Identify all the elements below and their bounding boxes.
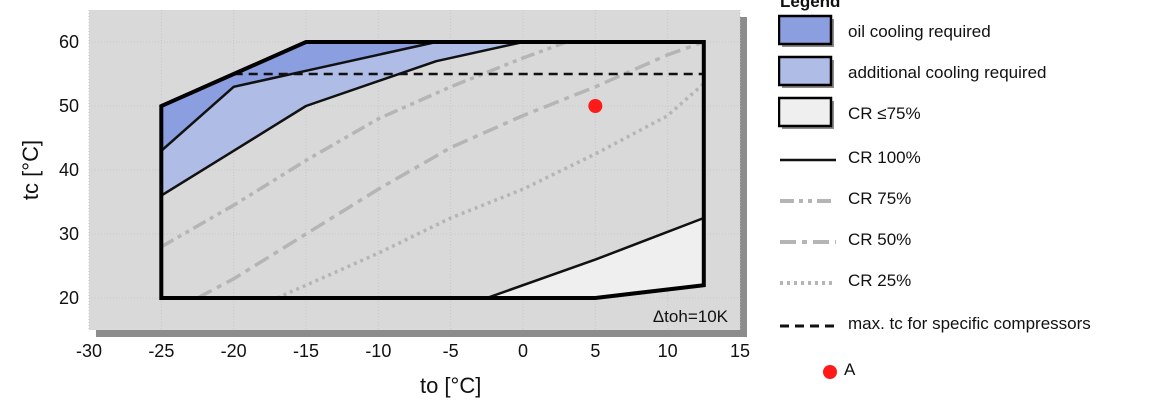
legend-item-oil-cooling-required: oil cooling required <box>774 14 1152 52</box>
legend-item-additional-cooling-required: additional cooling required <box>774 55 1152 93</box>
legend-swatch <box>780 158 836 162</box>
x-tick-label: 10 <box>658 341 678 361</box>
legend-label: CR 50% <box>848 230 912 249</box>
x-tick-label: 15 <box>730 341 750 361</box>
series-cr-75-line <box>160 40 568 249</box>
x-tick-label: -15 <box>293 341 319 361</box>
legend-swatch <box>780 281 836 285</box>
legend-swatch <box>780 324 836 328</box>
legend-box <box>778 96 833 128</box>
legend-box <box>778 55 833 87</box>
y-axis-title: tc [°C] <box>18 140 43 200</box>
legend-item-cr-100: CR 100% <box>774 140 1152 178</box>
y-tick-label: 20 <box>59 288 79 308</box>
legend-label: A <box>844 360 856 379</box>
y-tick-label: 60 <box>59 32 79 52</box>
legend-swatch <box>778 14 834 47</box>
envelope-outline <box>159 40 706 300</box>
legend-label: CR 25% <box>848 271 912 290</box>
legend-label: CR 75% <box>848 189 912 208</box>
legend-item-cr-25: CR 25% <box>774 263 1152 301</box>
region-oil-cooling-required <box>161 42 437 151</box>
series-cr-100-line <box>486 216 705 300</box>
series-cr-50-line <box>196 40 705 300</box>
legend-item-cr-50: CR 50% <box>774 222 1152 260</box>
legend-label: CR 100% <box>848 148 921 167</box>
point-a <box>588 99 603 113</box>
region-cr-75 <box>486 218 704 298</box>
legend-swatch <box>778 55 834 88</box>
legend-item-cr-75: CR 75% <box>774 181 1152 219</box>
x-tick-label: 0 <box>518 341 528 361</box>
legend-item-max-tc-for-specific-compressors: max. tc for specific compressors <box>774 306 1152 344</box>
legend-swatch <box>780 199 836 203</box>
x-tick-label: -30 <box>76 341 102 361</box>
y-tick-label: 30 <box>59 224 79 244</box>
legend-label: oil cooling required <box>848 22 991 41</box>
x-axis-title: to [°C] <box>420 373 481 398</box>
x-tick-label: -20 <box>221 341 247 361</box>
chart: Δtoh=10K -30 -25 -20 -15 -10 -5 0 5 10 15 20 30 40 50 6… <box>18 10 750 398</box>
legend-label: CR ≤75% <box>848 104 921 123</box>
y-tick-label: 40 <box>59 160 79 180</box>
x-tick-label: -25 <box>148 341 174 361</box>
legend-label: max. tc for specific compressors <box>848 314 1091 333</box>
annotation-delta-toh: Δtoh=10K <box>653 307 729 326</box>
legend-label: additional cooling required <box>848 63 1047 82</box>
x-tick-label: -5 <box>443 341 459 361</box>
legend-item-a: A <box>774 352 1152 390</box>
x-tick-label: -10 <box>365 341 391 361</box>
legend-swatch <box>823 365 837 379</box>
legend-dot <box>823 365 837 379</box>
y-tick-label: 50 <box>59 96 79 116</box>
legend-box <box>778 14 833 46</box>
series-cr-100-line <box>160 40 524 197</box>
legend: Legend oil cooling required additional co… <box>774 0 1152 401</box>
series-cr-100-line <box>160 40 437 152</box>
region-additional-cooling-required <box>161 42 524 196</box>
legend-item-cr-75: CR ≤75% <box>774 96 1152 134</box>
x-tick-label: 5 <box>590 341 600 361</box>
legend-title: Legend <box>780 0 841 11</box>
legend-swatch <box>778 96 834 129</box>
legend-swatch <box>780 240 836 244</box>
